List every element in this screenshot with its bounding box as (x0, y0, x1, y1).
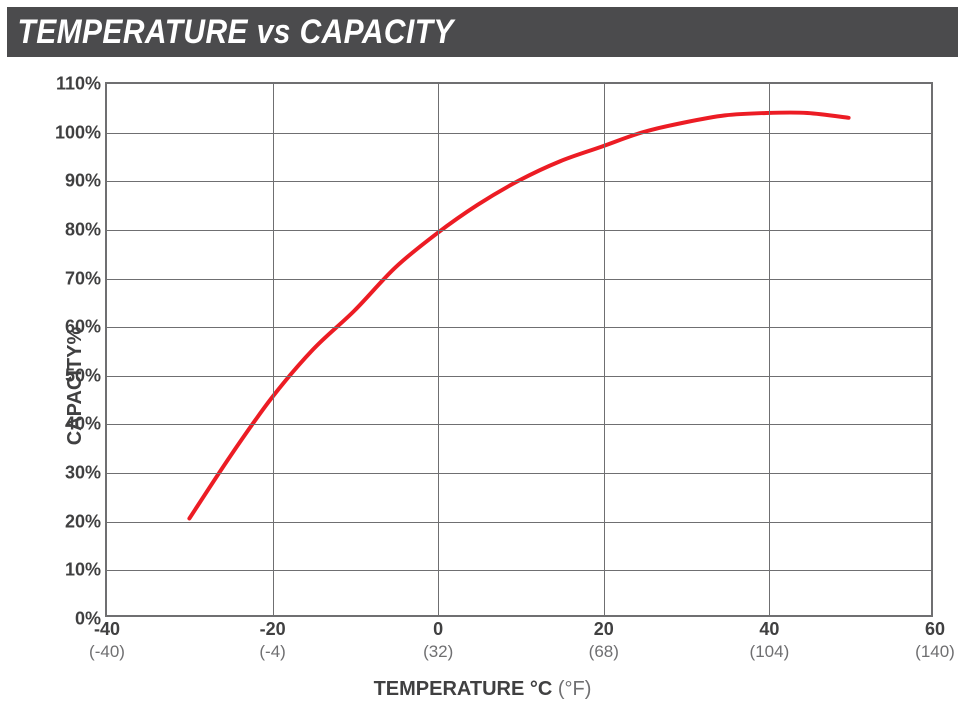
x-tick-label: -40(-40) (89, 615, 125, 662)
plot-area: 0%10%20%30%40%50%60%70%80%90%100%110%-40… (105, 82, 933, 617)
x-axis-label-unit: (°F) (558, 678, 592, 700)
gridline-v (438, 84, 439, 615)
gridline-h (107, 327, 931, 328)
y-tick-label: 80% (65, 219, 107, 240)
gridline-v (604, 84, 605, 615)
x-axis-label-main: TEMPERATURE °C (374, 678, 558, 700)
y-tick-label: 60% (65, 317, 107, 338)
x-tick-label: -20(-4) (259, 615, 285, 662)
gridline-h (107, 376, 931, 377)
gridline-h (107, 424, 931, 425)
gridline-h (107, 181, 931, 182)
y-tick-label: 100% (55, 122, 107, 143)
y-tick-label: 20% (65, 511, 107, 532)
capacity-curve (189, 112, 848, 518)
gridline-h (107, 570, 931, 571)
gridline-h (107, 522, 931, 523)
gridline-v (273, 84, 274, 615)
x-tick-label: 0(32) (423, 615, 453, 662)
x-tick-label: 40(104) (750, 615, 790, 662)
gridline-h (107, 133, 931, 134)
chart-title: TEMPERATURE vs CAPACITY (7, 13, 454, 52)
gridline-h (107, 473, 931, 474)
chart-container: CAPACITY% 0%10%20%30%40%50%60%70%80%90%1… (0, 64, 965, 707)
x-tick-label: 20(68) (589, 615, 619, 662)
curve-svg (107, 84, 931, 615)
y-tick-label: 10% (65, 560, 107, 581)
gridline-h (107, 230, 931, 231)
gridline-h (107, 279, 931, 280)
x-tick-label: 60(140) (915, 615, 955, 662)
y-tick-label: 70% (65, 268, 107, 289)
y-tick-label: 50% (65, 365, 107, 386)
y-tick-label: 40% (65, 414, 107, 435)
y-tick-label: 30% (65, 463, 107, 484)
y-tick-label: 110% (56, 74, 107, 95)
title-bar: TEMPERATURE vs CAPACITY (7, 7, 958, 57)
gridline-v (769, 84, 770, 615)
x-axis-label: TEMPERATURE °C (°F) (0, 678, 965, 701)
y-tick-label: 90% (65, 171, 107, 192)
